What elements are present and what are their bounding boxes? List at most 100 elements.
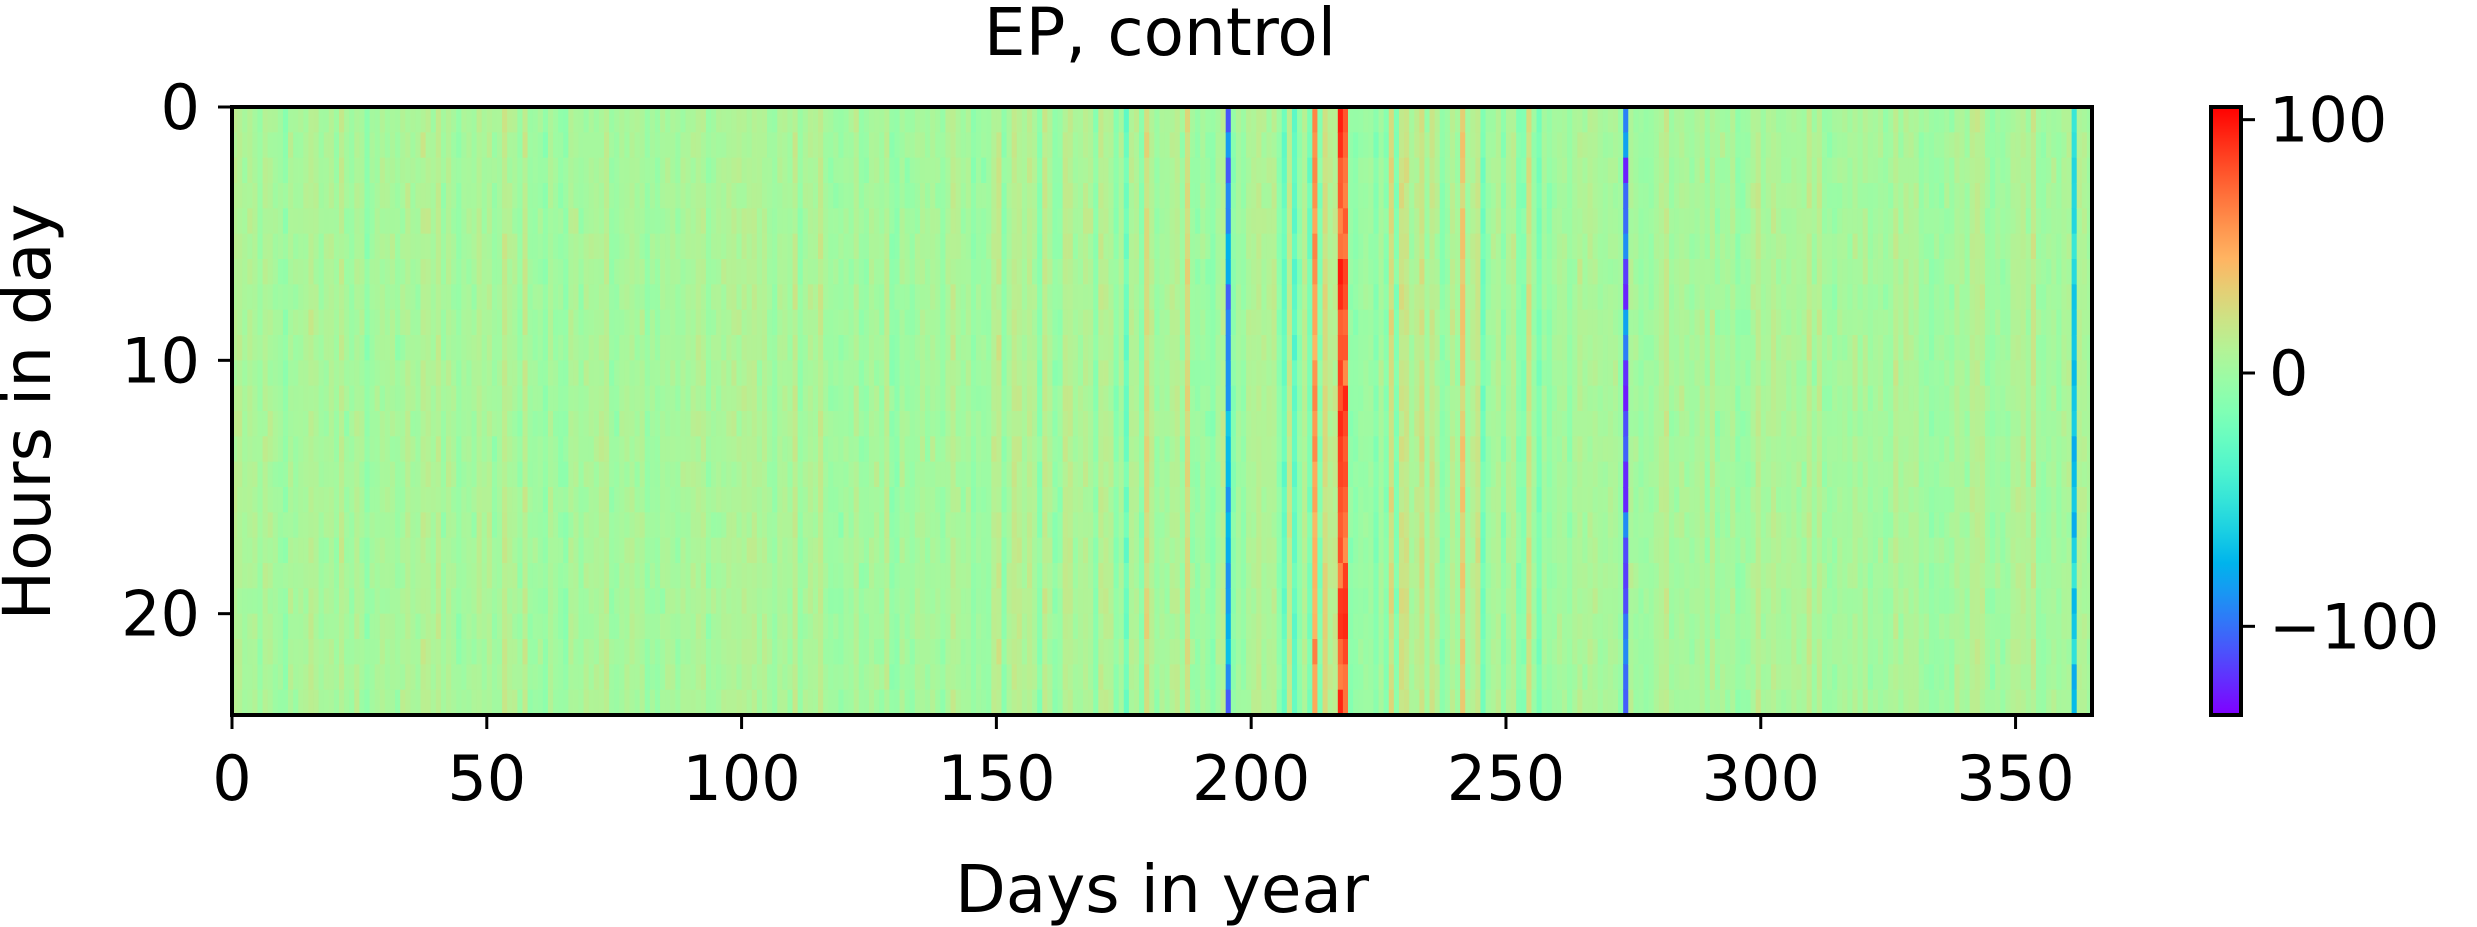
heatmap-cell [308,537,315,564]
heatmap-cell [247,588,253,615]
heatmap-cell [1184,588,1191,615]
heatmap-cell [609,613,615,640]
heatmap-cell [981,132,987,159]
heatmap-cell [558,512,564,539]
heatmap-cell [1026,639,1033,665]
heatmap-cell [247,385,253,412]
heatmap-cell [425,183,432,209]
heatmap-cell [1281,613,1288,640]
heatmap-cell [1154,107,1161,133]
heatmap-cell [532,208,539,235]
heatmap-cell [772,385,778,412]
heatmap-cell [349,512,355,539]
heatmap-cell [721,157,727,184]
heatmap-cell [914,309,921,336]
heatmap-cell [303,689,310,716]
heatmap-cell [333,436,340,463]
heatmap-cell [242,461,248,488]
heatmap-cell [1016,461,1023,488]
heatmap-cell [981,157,987,184]
heatmap-cell [1159,360,1166,387]
heatmap-cell [1016,563,1023,589]
heatmap-cell [298,411,304,437]
heatmap-cell [705,385,712,412]
heatmap-cell [1184,107,1191,133]
heatmap-cell [374,461,381,488]
heatmap-cell [435,689,442,716]
heatmap-cell [833,208,840,235]
heatmap-cell [838,132,845,159]
heatmap-cell [466,664,473,691]
heatmap-cell [782,537,789,564]
heatmap-cell [593,411,600,437]
heatmap-cell [1210,233,1217,260]
heatmap-cell [1123,563,1130,589]
heatmap-cell [1256,233,1262,260]
heatmap-cell [1133,613,1140,640]
heatmap-cell [930,487,936,513]
heatmap-cell [711,461,717,488]
heatmap-cell [262,639,269,665]
heatmap-cell [1200,436,1206,463]
heatmap-cell [303,537,310,564]
heatmap-cell [466,233,473,260]
heatmap-cell [761,664,768,691]
heatmap-cell [976,613,982,640]
heatmap-cell [828,208,834,235]
heatmap-cell [425,664,432,691]
heatmap-cell [1159,563,1166,589]
heatmap-cell [1149,639,1155,665]
heatmap-cell [257,259,264,285]
heatmap-cell [374,132,381,159]
heatmap-cell [547,335,554,361]
heatmap-cell [807,689,814,716]
heatmap-cell [654,183,661,209]
heatmap-cell [624,157,631,184]
heatmap-cell [1047,461,1054,488]
heatmap-cell [323,233,330,260]
heatmap-cell [1057,360,1064,387]
heatmap-cell [1113,284,1120,311]
heatmap-cell [583,107,590,133]
heatmap-cell [1261,537,1268,564]
heatmap-cell [782,335,789,361]
heatmap-cell [532,537,539,564]
heatmap-cell [1026,309,1033,336]
heatmap-cell [425,157,432,184]
heatmap-cell [1271,639,1278,665]
heatmap-cell [1149,588,1155,615]
heatmap-cell [486,436,493,463]
heatmap-cell [328,487,335,513]
heatmap-cell [807,335,814,361]
heatmap-cell [425,563,432,589]
heatmap-cell [583,284,590,311]
heatmap-cell [293,689,299,716]
heatmap-cell [782,411,789,437]
heatmap-cell [553,335,559,361]
heatmap-cell [1261,132,1268,159]
heatmap-cell [507,588,513,615]
heatmap-cell [930,689,936,716]
heatmap-cell [634,461,641,488]
heatmap-cell [1093,461,1099,488]
heatmap-cell [807,436,814,463]
heatmap-cell [807,360,814,387]
heatmap-cell [665,183,671,209]
heatmap-cell [1195,233,1201,260]
heatmap-cell [323,107,330,133]
heatmap-cell [1261,385,1268,412]
heatmap-cell [415,309,422,336]
heatmap-cell [1016,588,1023,615]
heatmap-cell [1220,259,1227,285]
heatmap-cell [609,563,615,589]
heatmap-cell [293,613,299,640]
heatmap-cell [919,157,926,184]
heatmap-cell [767,157,773,184]
heatmap-cell [950,487,957,513]
heatmap-cell [272,233,279,260]
heatmap-cell [858,183,865,209]
heatmap-cell [965,461,972,488]
heatmap-cell [389,689,396,716]
heatmap-cell [1067,360,1074,387]
heatmap-cell [1281,385,1288,412]
